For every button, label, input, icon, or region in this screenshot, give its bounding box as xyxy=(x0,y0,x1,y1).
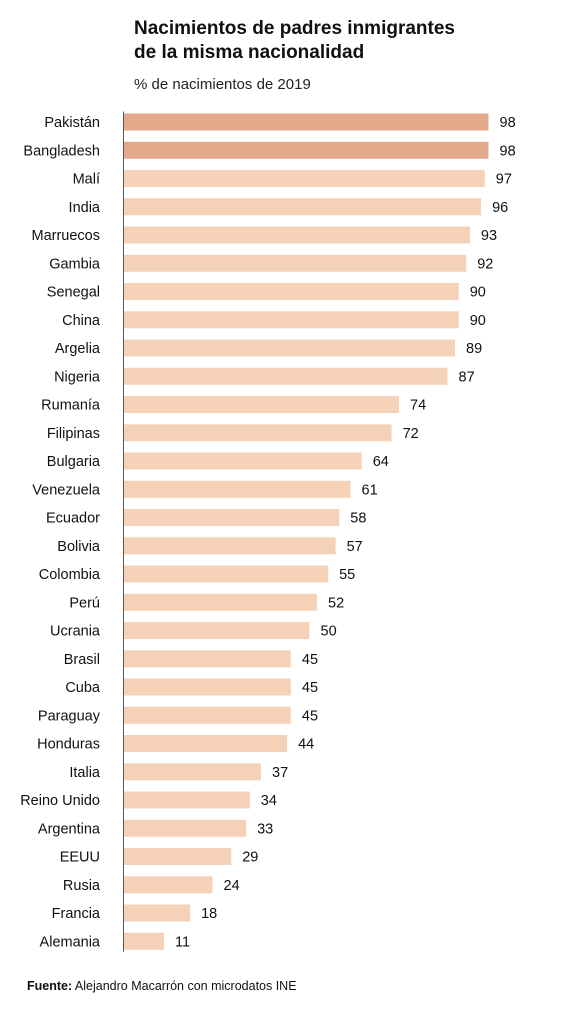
bar-alemania xyxy=(123,932,164,950)
bar-filipinas xyxy=(123,424,392,442)
value-label-rusia: 24 xyxy=(224,878,240,894)
bar-bolivia xyxy=(123,537,336,555)
bar-brasil xyxy=(123,650,291,668)
category-label-colombia: Colombia xyxy=(39,567,101,583)
bar-pakistan xyxy=(123,113,489,131)
bar-argentina xyxy=(123,819,247,837)
bar-paraguay xyxy=(123,706,291,724)
value-label-alemania: 11 xyxy=(175,934,190,950)
value-label-ecuador: 58 xyxy=(350,511,366,527)
value-label-argentina: 33 xyxy=(257,821,273,837)
bar-bulgaria xyxy=(123,452,362,470)
category-label-reino-unido: Reino Unido xyxy=(20,793,100,809)
category-label-eeuu: EEUU xyxy=(60,850,100,866)
category-label-bolivia: Bolivia xyxy=(57,539,101,555)
value-label-reino-unido: 34 xyxy=(261,793,277,809)
value-label-ucrania: 50 xyxy=(321,624,337,640)
value-label-marruecos: 93 xyxy=(481,228,497,244)
bar-ucrania xyxy=(123,622,310,639)
bar-argelia xyxy=(123,339,455,357)
bar-rusia xyxy=(123,876,213,894)
value-label-bangladesh: 98 xyxy=(500,143,516,159)
value-label-honduras: 44 xyxy=(298,737,314,753)
bar-bangladesh xyxy=(123,141,489,159)
bar-reino-unido xyxy=(123,791,250,809)
value-label-colombia: 55 xyxy=(339,567,355,583)
value-label-pakistan: 98 xyxy=(500,115,516,131)
bar-china xyxy=(123,311,459,329)
category-label-francia: Francia xyxy=(52,906,101,922)
category-label-italia: Italia xyxy=(69,765,101,781)
bar-honduras xyxy=(123,735,288,752)
category-label-cuba: Cuba xyxy=(65,680,101,696)
bar-gambia xyxy=(123,254,467,272)
value-label-china: 90 xyxy=(470,313,486,329)
category-label-brasil: Brasil xyxy=(64,652,100,668)
category-label-ecuador: Ecuador xyxy=(46,511,100,527)
value-label-senegal: 90 xyxy=(470,285,486,301)
category-label-india: India xyxy=(69,200,101,216)
category-label-bangladesh: Bangladesh xyxy=(23,143,100,159)
bar-cuba xyxy=(123,678,291,696)
value-label-peru: 52 xyxy=(328,595,344,611)
bar-eeuu xyxy=(123,848,232,865)
category-label-rusia: Rusia xyxy=(63,878,101,894)
category-label-argelia: Argelia xyxy=(55,341,101,357)
bar-mali xyxy=(123,170,485,187)
value-label-india: 96 xyxy=(492,200,508,216)
value-label-filipinas: 72 xyxy=(403,426,419,442)
category-label-filipinas: Filipinas xyxy=(47,426,100,442)
category-label-gambia: Gambia xyxy=(49,256,101,272)
category-label-argentina: Argentina xyxy=(38,821,101,837)
chart-subtitle: % de nacimientos de 2019 xyxy=(134,76,311,93)
category-label-pakistan: Pakistán xyxy=(44,115,100,131)
value-label-eeuu: 29 xyxy=(242,850,258,866)
value-label-mali: 97 xyxy=(496,172,512,188)
value-label-cuba: 45 xyxy=(302,680,318,696)
value-label-gambia: 92 xyxy=(477,256,493,272)
value-label-italia: 37 xyxy=(272,765,288,781)
bar-peru xyxy=(123,593,317,611)
category-label-ucrania: Ucrania xyxy=(50,624,101,640)
bar-francia xyxy=(123,904,191,922)
category-label-senegal: Senegal xyxy=(47,285,100,301)
bar-italia xyxy=(123,763,261,781)
category-label-mali: Malí xyxy=(73,172,100,188)
bar-venezuela xyxy=(123,480,351,498)
category-label-china: China xyxy=(62,313,101,329)
source-note: Fuente: Alejandro Macarrón con microdato… xyxy=(27,979,297,993)
value-label-rumania: 74 xyxy=(410,398,426,414)
source-label: Fuente: xyxy=(27,979,73,993)
value-label-nigeria: 87 xyxy=(459,369,475,385)
chart-title: Nacimientos de padres inmigrantes de la … xyxy=(134,17,554,65)
category-label-peru: Perú xyxy=(69,595,100,611)
bar-colombia xyxy=(123,565,329,583)
value-label-francia: 18 xyxy=(201,906,217,922)
category-label-bulgaria: Bulgaria xyxy=(47,454,101,470)
value-label-bulgaria: 64 xyxy=(373,454,389,470)
chart-title-line-1: Nacimientos de padres inmigrantes xyxy=(134,18,455,39)
category-label-marruecos: Marruecos xyxy=(32,228,101,244)
value-label-bolivia: 57 xyxy=(347,539,363,555)
category-label-honduras: Honduras xyxy=(37,737,100,753)
category-label-rumania: Rumanía xyxy=(41,398,101,414)
bar-senegal xyxy=(123,283,459,300)
source-text: Alejandro Macarrón con microdatos INE xyxy=(72,979,297,993)
value-label-venezuela: 61 xyxy=(362,482,378,498)
chart-title-line-2: de la misma nacionalidad xyxy=(134,42,365,63)
bar-rumania xyxy=(123,396,399,413)
category-label-venezuela: Venezuela xyxy=(32,482,101,498)
bar-marruecos xyxy=(123,226,470,244)
value-label-argelia: 89 xyxy=(466,341,482,357)
bar-nigeria xyxy=(123,367,448,385)
bar-ecuador xyxy=(123,509,340,526)
bar-india xyxy=(123,198,482,216)
value-label-brasil: 45 xyxy=(302,652,318,668)
value-label-paraguay: 45 xyxy=(302,708,318,724)
category-label-alemania: Alemania xyxy=(40,934,101,950)
category-label-paraguay: Paraguay xyxy=(38,708,101,724)
category-label-nigeria: Nigeria xyxy=(54,369,101,385)
